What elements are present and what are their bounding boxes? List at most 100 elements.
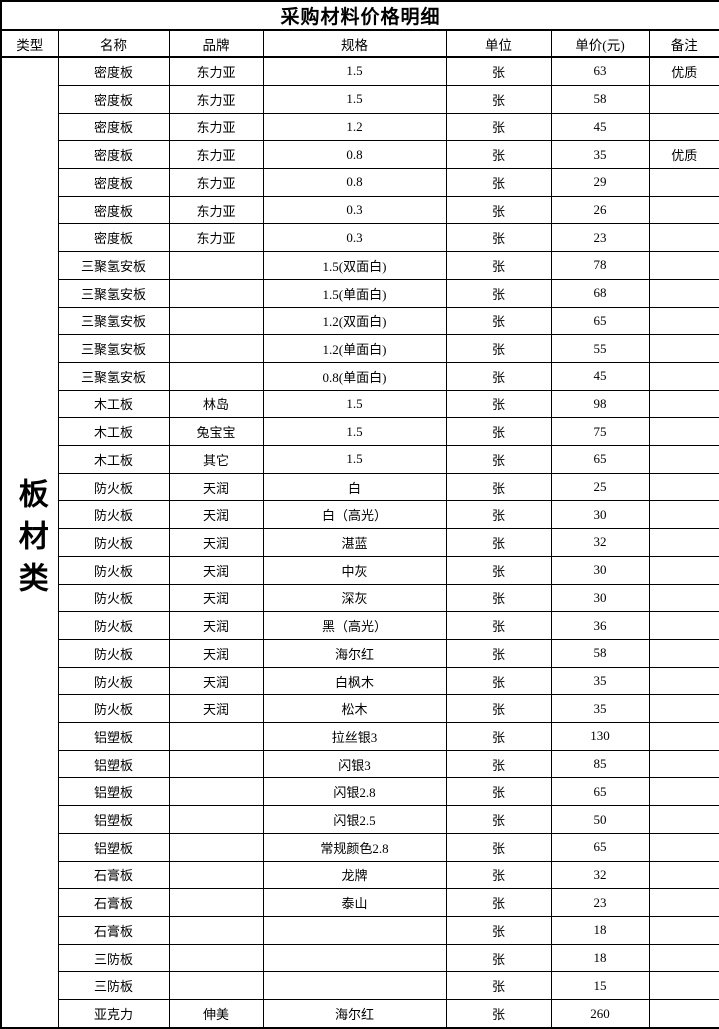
cell-unit: 张: [445, 666, 552, 696]
cell-spec: 湛蓝: [262, 528, 447, 557]
cell-spec: 1.5: [262, 445, 447, 474]
cell-spec: 1.5: [262, 389, 447, 419]
cell-note: [648, 445, 719, 474]
table-row: 防火板 天润白张 25: [1, 472, 719, 502]
table-row: 防火板 天润 松木张 35: [1, 694, 719, 724]
cell-unit: 张: [445, 306, 552, 336]
cell-unit: 张: [445, 888, 552, 917]
cell-price: 30: [550, 500, 650, 530]
cell-brand: [168, 860, 264, 890]
cell-price: 18: [550, 943, 650, 973]
table-row: 防火板 天润 海尔红张 58: [1, 638, 719, 668]
cell-spec: 1.2(双面白): [262, 306, 447, 336]
table-row: 铝塑板 闪银2.8 张 65: [1, 777, 719, 807]
cell-brand: 天润: [168, 638, 264, 668]
cell-note: 优质: [648, 140, 719, 169]
cell-brand: 天润: [168, 472, 264, 502]
cell-unit: 张: [445, 528, 552, 557]
cell-note: [648, 417, 719, 447]
table-row: 防火板 天润 黑（高光）张 36: [1, 611, 719, 640]
cell-unit: 张: [445, 971, 552, 1001]
cell-name: 铝塑板: [57, 777, 170, 807]
cell-price: 85: [550, 749, 650, 779]
cell-note: [648, 389, 719, 419]
cell-name: 密度板: [57, 56, 170, 86]
cell-unit: 张: [445, 140, 552, 169]
cell-unit: 张: [445, 638, 552, 668]
cell-note: [648, 888, 719, 917]
cell-brand: [168, 943, 264, 973]
cell-price: 260: [550, 999, 650, 1029]
cell-note: [648, 943, 719, 973]
cell-spec: 海尔红: [262, 638, 447, 668]
cell-unit: 张: [445, 168, 552, 197]
cell-unit: 张: [445, 251, 552, 280]
cell-brand: 东力亚: [168, 223, 264, 253]
cell-name: 密度板: [57, 140, 170, 169]
cell-brand: 东力亚: [168, 168, 264, 197]
table-row: 密度板 东力亚 0.8 张 29: [1, 168, 719, 197]
cell-spec: 龙牌: [262, 860, 447, 890]
cell-name: 防火板: [57, 583, 170, 613]
cell-note: [648, 334, 719, 363]
cell-price: 32: [550, 860, 650, 890]
cell-price: 29: [550, 168, 650, 197]
table-row: 三聚氢安板 1.2(单面白) 张 55: [1, 334, 719, 363]
cell-unit: 张: [445, 915, 552, 945]
cell-price: 58: [550, 638, 650, 668]
cell-brand: 天润: [168, 666, 264, 696]
cell-unit: 张: [445, 500, 552, 530]
cell-unit: 张: [445, 583, 552, 613]
cell-spec: 0.8: [262, 168, 447, 197]
cell-note: 优质: [648, 56, 719, 86]
cell-spec: 海尔红: [262, 999, 447, 1029]
cell-spec: 1.5: [262, 417, 447, 447]
cell-brand: 东力亚: [168, 56, 264, 86]
cell-spec: 闪银2.5: [262, 805, 447, 834]
table-row: 石膏板 龙牌张 32: [1, 860, 719, 890]
cell-brand: [168, 251, 264, 280]
cell-note: [648, 666, 719, 696]
table-row: 木工板 其它 1.5 张 65: [1, 445, 719, 474]
cell-brand: 东力亚: [168, 195, 264, 225]
cell-unit: 张: [445, 832, 552, 862]
cell-name: 密度板: [57, 84, 170, 114]
cell-note: [648, 971, 719, 1001]
cell-spec: 白（高光）: [262, 500, 447, 530]
cell-price: 75: [550, 417, 650, 447]
table-row: 防火板 天润 白（高光）张 30: [1, 500, 719, 530]
cell-name: 三聚氢安板: [57, 334, 170, 363]
cell-note: [648, 500, 719, 530]
cell-note: [648, 832, 719, 862]
table-row: 三聚氢安板 1.5(双面白) 张 78: [1, 251, 719, 280]
table-row: 石膏板 泰山张 23: [1, 888, 719, 917]
cell-name: 防火板: [57, 638, 170, 668]
cell-name: 三聚氢安板: [57, 361, 170, 391]
table-row: 铝塑板 常规颜色2.8 张 65: [1, 832, 719, 862]
cell-name: 三聚氢安板: [57, 306, 170, 336]
cell-price: 35: [550, 694, 650, 724]
cell-name: 三聚氢安板: [57, 251, 170, 280]
cell-name: 木工板: [57, 417, 170, 447]
column-header-5: 单价(元): [550, 29, 650, 58]
cell-brand: 东力亚: [168, 140, 264, 169]
column-header-4: 单位: [445, 29, 552, 58]
cell-price: 68: [550, 278, 650, 308]
cell-unit: 张: [445, 472, 552, 502]
cell-price: 36: [550, 611, 650, 640]
cell-spec: 中灰: [262, 555, 447, 585]
cell-unit: 张: [445, 694, 552, 724]
cell-spec: 黑（高光）: [262, 611, 447, 640]
table-row: 防火板 天润 湛蓝张 32: [1, 528, 719, 557]
cell-note: [648, 722, 719, 751]
cell-price: 65: [550, 306, 650, 336]
column-header-1: 名称: [57, 29, 170, 58]
cell-brand: 天润: [168, 611, 264, 640]
cell-note: [648, 805, 719, 834]
cell-spec: 0.8: [262, 140, 447, 169]
cell-note: [648, 555, 719, 585]
cell-brand: 东力亚: [168, 84, 264, 114]
cell-name: 防火板: [57, 555, 170, 585]
cell-unit: 张: [445, 223, 552, 253]
